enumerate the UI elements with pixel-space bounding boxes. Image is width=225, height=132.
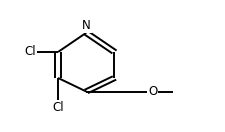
- Text: Cl: Cl: [24, 46, 36, 58]
- Text: O: O: [148, 85, 157, 98]
- Text: Cl: Cl: [52, 101, 64, 114]
- Text: N: N: [82, 19, 91, 32]
